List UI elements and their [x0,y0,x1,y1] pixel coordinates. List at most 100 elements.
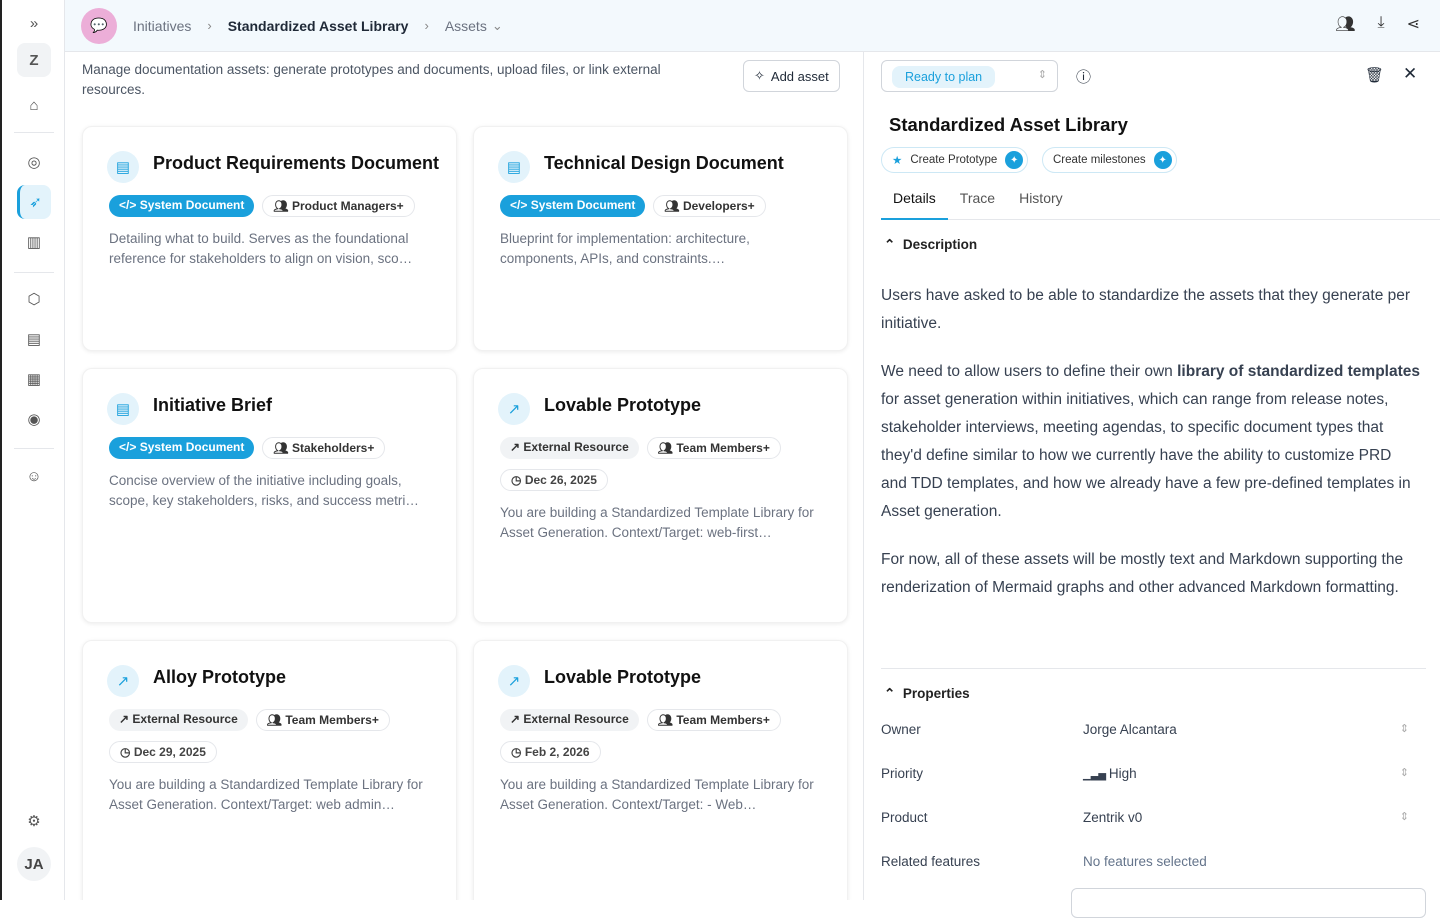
updown-icon: ⇕ [1399,767,1409,779]
document-icon: ▤ [498,151,530,183]
property-product[interactable]: Product Zentrik v0 ⇕ [881,810,1421,825]
audience-label: Team Members+ [285,713,379,727]
compass-icon[interactable]: ◎ [27,154,41,171]
breadcrumb-assets[interactable]: Assets [444,17,487,34]
feature-select[interactable] [1071,888,1426,918]
rocket-icon[interactable]: ➶ [17,185,51,219]
asset-card[interactable]: ↗ Lovable Prototype ↗ External Resource 👥… [473,368,848,623]
properties-heading[interactable]: ⌃ Properties [884,686,970,702]
asset-card[interactable]: ↗ Lovable Prototype ↗ External Resource 👥… [473,640,848,900]
property-owner[interactable]: Owner Jorge Alcantara ⇕ [881,722,1421,737]
description-body: Users have asked to be able to standardi… [881,282,1421,622]
paragraph: Users have asked to be able to standardi… [881,287,1411,332]
description-heading[interactable]: ⌃ Description [884,237,977,253]
paragraph: We need to allow users to define their o… [881,358,1421,526]
asset-card[interactable]: ▤ Initiative Brief </> System Document 👥︎… [82,368,457,623]
date-label: Dec 26, 2025 [524,473,597,487]
settings-icon[interactable]: ⚙ [27,813,41,830]
chevron-right-icon: › [207,18,212,33]
card-title: Lovable Prototype [544,395,702,415]
type-badge: </> System Document [109,437,255,459]
chip-label: Create milestones [1053,154,1146,166]
updown-icon: ⇕ [1399,723,1409,735]
type-label: External Resource [523,440,629,454]
download-icon[interactable]: ⤓ [1377,14,1385,31]
workspace-switcher[interactable]: Z [17,43,51,77]
card-title: Technical Design Document [544,153,784,173]
tab-history[interactable]: History [1019,190,1063,206]
type-label: External Resource [132,712,238,726]
trash-icon[interactable]: 🗑︎ [1365,67,1385,84]
help-icon[interactable]: ⓘ [1076,69,1092,86]
audience-label: Stakeholders+ [291,441,375,455]
date-badge: ◷ Feb 2, 2026 [500,741,601,763]
type-label: System Document [530,198,636,212]
home-icon[interactable]: ⌂ [29,96,39,114]
type-badge: ↗ External Resource [500,709,639,731]
divider [14,448,54,449]
building-icon[interactable]: ▦ [26,371,42,388]
card-description: Blueprint for implementation: architectu… [500,231,750,266]
close-icon[interactable]: ✕ [1403,64,1418,83]
add-asset-button[interactable]: ✧ Add asset [743,60,840,92]
status-select[interactable]: Ready to plan ⇕ [881,60,1058,92]
card-title: Alloy Prototype [153,667,287,687]
tab-trace[interactable]: Trace [959,190,996,206]
audience-badge: 👥︎ Team Members+ [646,437,781,459]
date-badge: ◷ Dec 29, 2025 [109,741,217,763]
breadcrumb-initiatives[interactable]: Initiatives [133,17,192,34]
updown-icon: ⇕ [1037,69,1047,81]
card-description: Concise overview of the initiative inclu… [109,473,419,508]
type-badge: ↗ External Resource [109,709,248,731]
panel-title: Standardized Asset Library [889,114,1128,135]
document-icon: ▤ [107,151,139,183]
signal-icon: ▁▃▅ [1083,770,1109,781]
card-description: You are building a Standardized Template… [500,505,814,540]
type-label: External Resource [523,712,629,726]
property-label: Product [881,810,928,825]
property-priority[interactable]: Priority ▁▃▅ High ⇕ [881,766,1421,781]
audience-badge: 👥︎ Product Managers+ [262,195,415,217]
map-icon[interactable]: ▥ [26,234,42,251]
property-related-features[interactable]: Related features No features selected [881,854,1421,869]
star-icon: ★ [892,155,903,167]
card-description: You are building a Standardized Template… [500,777,814,812]
chevron-right-icon: › [424,18,429,33]
expand-icon[interactable]: » [29,14,39,32]
share-icon[interactable]: ⋖ [1406,16,1420,33]
document-icon[interactable]: ▤ [26,331,42,348]
avatar[interactable]: JA [17,847,51,881]
asset-card[interactable]: ▤ Product Requirements Document </> Syst… [82,126,457,351]
chevron-down-icon[interactable]: ⌄ [491,17,503,33]
chevron-up-icon: ⌃ [884,686,896,701]
tab-details[interactable]: Details [881,188,948,220]
audience-label: Developers+ [682,199,755,213]
audience-label: Team Members+ [676,441,770,455]
cube-icon[interactable]: ⬡ [27,291,41,308]
sparkle-icon: ✦ [1153,151,1172,169]
date-label: Dec 29, 2025 [133,745,206,759]
property-value: Zentrik v0 [1083,810,1143,825]
date-badge: ◷ Dec 26, 2025 [500,469,608,491]
divider [14,132,54,133]
property-label: Related features [881,854,981,869]
audience-label: Product Managers+ [291,199,404,213]
asset-card[interactable]: ▤ Technical Design Document </> System D… [473,126,848,351]
chip-label: Create Prototype [910,154,998,166]
target-icon[interactable]: ◉ [27,411,41,428]
sparkle-icon: ✦ [1005,151,1024,169]
page-description: Manage documentation assets: generate pr… [82,62,661,97]
create-milestones-chip[interactable]: Create milestones ✦ [1042,147,1177,173]
heading-label: Description [902,237,978,252]
asset-card[interactable]: ↗ Alloy Prototype ↗ External Resource 👥︎ … [82,640,457,900]
user-circle-icon[interactable]: ☺ [26,467,42,485]
audience-badge: 👥︎ Developers+ [653,195,766,217]
type-label: System Document [139,440,245,454]
breadcrumb-initiative[interactable]: Standardized Asset Library [227,17,409,34]
date-label: Feb 2, 2026 [524,745,590,759]
card-title: Product Requirements Document [153,153,440,173]
create-prototype-chip[interactable]: ★ Create Prototype ✦ [881,147,1029,173]
card-description: Detailing what to build. Serves as the f… [109,231,413,266]
users-icon[interactable]: 👥︎ [1335,16,1356,33]
audience-badge: 👥︎ Team Members+ [646,709,781,731]
